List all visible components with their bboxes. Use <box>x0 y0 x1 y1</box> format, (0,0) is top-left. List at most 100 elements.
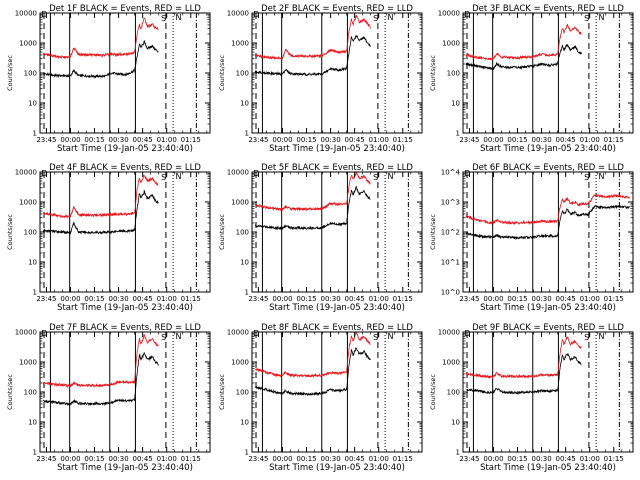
panel-title: Det 8F BLACK = Events, RED = LLD <box>261 323 413 333</box>
y-tick-label: 10^0 <box>441 289 460 297</box>
x-tick-label: 23:45 <box>459 455 479 463</box>
x-tick-label: 01:15 <box>181 136 201 144</box>
x-tick-label: 23:45 <box>36 455 56 463</box>
x-axis-title: Start Time (19-Jan-05 23:40:40) <box>269 303 405 313</box>
marker-letter-s: S <box>584 14 589 23</box>
plot-frame <box>462 12 634 134</box>
x-tick-label: 01:15 <box>604 455 624 463</box>
y-tick-label: 10000 <box>227 329 249 337</box>
x-tick-label: 00:45 <box>556 136 576 144</box>
y-tick-label: 10 <box>451 100 460 108</box>
x-axis-title: Start Time (19-Jan-05 23:40:40) <box>480 144 616 154</box>
x-tick-label: 01:15 <box>393 295 413 303</box>
x-tick-label: 23:45 <box>459 136 479 144</box>
x-tick-label: 00:30 <box>320 295 340 303</box>
y-tick-label: 1 <box>245 289 249 297</box>
x-tick-label: 01:15 <box>181 455 201 463</box>
series-lld-line <box>42 17 159 60</box>
marker-letter-s: S <box>161 14 166 23</box>
y-tick-label: 10 <box>28 259 37 267</box>
y-tick-label: 10000 <box>15 10 37 18</box>
marker-letter-s: S <box>161 173 166 182</box>
marker-letter-d: D <box>41 329 47 338</box>
marker-letter-d: D <box>464 10 470 19</box>
y-tick-label: 10000 <box>227 10 249 18</box>
y-tick-label: 100 <box>447 389 460 397</box>
y-tick-label: 10^4 <box>441 169 461 177</box>
y-axis-label: Counts/sec <box>429 214 437 250</box>
x-tick-label: 23:45 <box>36 295 56 303</box>
x-tick-label: 00:00 <box>60 136 80 144</box>
y-tick-label: 1 <box>456 130 460 138</box>
marker-letter-s: S <box>373 14 378 23</box>
series-events-line <box>42 189 159 235</box>
panel-title: Det 7F BLACK = Events, RED = LLD <box>49 323 201 333</box>
panel-title: Det 1F BLACK = Events, RED = LLD <box>49 4 201 14</box>
marker-letter-n: N <box>388 172 394 181</box>
y-tick-label: 1000 <box>231 199 249 207</box>
y-axis-label: Counts/sec <box>6 214 14 250</box>
series-events-line <box>42 352 159 407</box>
y-axis-label: Counts/sec <box>218 374 226 410</box>
x-tick-label: 01:15 <box>393 136 413 144</box>
x-tick-label: 23:45 <box>248 295 268 303</box>
x-tick-label: 00:45 <box>133 295 153 303</box>
x-tick-label: 01:15 <box>604 136 624 144</box>
series-lld-line <box>465 23 582 61</box>
y-tick-label: 100 <box>24 389 37 397</box>
x-tick-label: 00:30 <box>108 455 128 463</box>
series-lld-line <box>42 334 159 389</box>
x-axis-title: Start Time (19-Jan-05 23:40:40) <box>57 144 193 154</box>
x-tick-label: 01:00 <box>580 295 600 303</box>
x-tick-label: 01:15 <box>393 455 413 463</box>
x-tick-label: 00:30 <box>108 295 128 303</box>
plot-frame <box>39 12 211 134</box>
x-tick-label: 00:15 <box>84 295 104 303</box>
marker-letter-n: N <box>176 13 182 22</box>
y-tick-label: 100 <box>24 70 37 78</box>
series-events-line <box>465 204 630 241</box>
x-tick-label: 00:30 <box>320 136 340 144</box>
y-tick-label: 100 <box>236 229 249 237</box>
x-tick-label: 01:00 <box>369 136 389 144</box>
x-tick-label: 23:45 <box>248 455 268 463</box>
x-tick-label: 00:15 <box>507 295 527 303</box>
plot-frame <box>39 331 211 453</box>
x-tick-label: 00:15 <box>507 136 527 144</box>
x-tick-label: 00:00 <box>272 455 292 463</box>
x-tick-label: 00:00 <box>483 295 503 303</box>
y-axis-label: Counts/sec <box>6 55 14 91</box>
y-tick-label: 10000 <box>227 169 249 177</box>
y-tick-label: 1000 <box>442 359 460 367</box>
marker-letter-d: D <box>41 169 47 178</box>
marker-letter-n: N <box>599 13 605 22</box>
x-tick-label: 00:45 <box>133 455 153 463</box>
x-tick-label: 01:00 <box>580 455 600 463</box>
panel-title: Det 9F BLACK = Events, RED = LLD <box>472 323 624 333</box>
y-tick-label: 10000 <box>15 169 37 177</box>
x-axis-title: Start Time (19-Jan-05 23:40:40) <box>57 303 193 313</box>
plot-frame <box>462 171 634 293</box>
x-tick-label: 00:45 <box>556 455 576 463</box>
panel-title: Det 2F BLACK = Events, RED = LLD <box>261 4 413 14</box>
marker-letter-s: S <box>373 333 378 342</box>
x-tick-label: 01:00 <box>369 455 389 463</box>
x-tick-label: 00:15 <box>507 455 527 463</box>
series-lld-line <box>254 14 371 61</box>
y-axis-label: Counts/sec <box>218 214 226 250</box>
y-axis-label: Counts/sec <box>429 374 437 410</box>
x-tick-label: 01:00 <box>369 295 389 303</box>
x-axis-title: Start Time (19-Jan-05 23:40:40) <box>480 463 616 473</box>
x-tick-label: 00:30 <box>531 455 551 463</box>
panel-title: Det 3F BLACK = Events, RED = LLD <box>472 4 624 14</box>
y-axis-label: Counts/sec <box>218 55 226 91</box>
x-tick-label: 23:45 <box>459 295 479 303</box>
marker-letter-d: D <box>253 329 259 338</box>
